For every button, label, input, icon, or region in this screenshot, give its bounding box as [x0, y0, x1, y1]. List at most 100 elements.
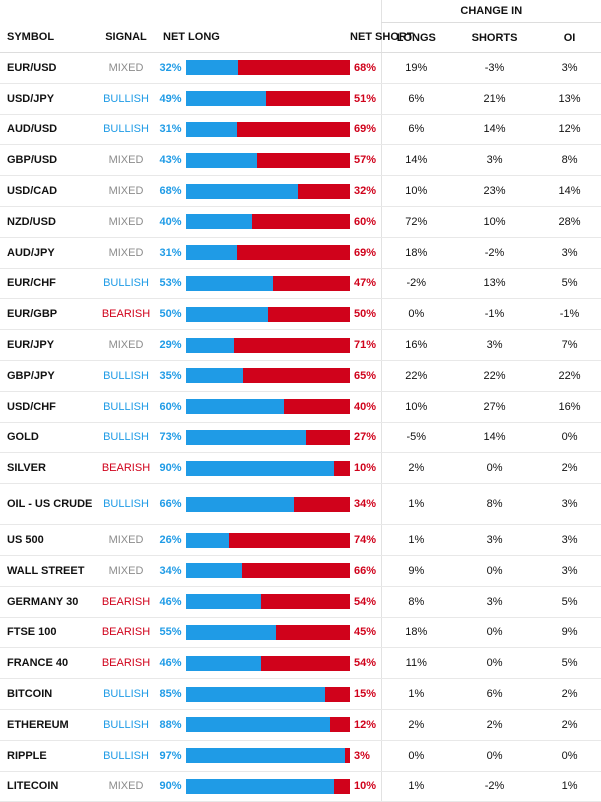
symbol-cell[interactable]: LITECOIN: [0, 771, 97, 802]
symbol-cell[interactable]: EUR/GBP: [0, 298, 97, 331]
symbol-cell[interactable]: AUD/USD: [0, 114, 97, 146]
sentiment-bar-cell: [186, 678, 350, 710]
net-long-fill: [186, 245, 237, 261]
table-row[interactable]: RIPPLE BULLISH 97% 3% 0% 0% 0%: [0, 740, 601, 772]
sentiment-bar-cell: [186, 647, 350, 680]
symbol-cell[interactable]: USD/CHF: [0, 391, 97, 423]
symbol-cell[interactable]: NZD/USD: [0, 206, 97, 238]
symbol-cell[interactable]: US 500: [0, 524, 97, 556]
change-shorts-cell: 8%: [451, 483, 539, 526]
sentiment-bar-cell: [186, 771, 350, 802]
net-short-fill: [297, 183, 350, 199]
signal-cell: BULLISH: [97, 114, 155, 146]
symbol-cell[interactable]: FRANCE 40: [0, 647, 97, 680]
sentiment-bar: [186, 306, 350, 322]
table-row[interactable]: EUR/CHF BULLISH 53% 47% -2% 13% 5%: [0, 268, 601, 300]
net-long-value: 55%: [155, 617, 186, 649]
change-longs-cell: -2%: [380, 268, 452, 300]
table-row[interactable]: EUR/GBP BEARISH 50% 50% 0% -1% -1%: [0, 298, 601, 331]
change-shorts-cell: 0%: [451, 740, 539, 772]
table-row[interactable]: USD/JPY BULLISH 49% 51% 6% 21% 13%: [0, 83, 601, 115]
net-long-value: 34%: [155, 555, 186, 587]
net-long-fill: [186, 183, 298, 199]
symbol-cell[interactable]: EUR/CHF: [0, 268, 97, 300]
table-row[interactable]: AUD/JPY MIXED 31% 69% 18% -2% 3%: [0, 237, 601, 269]
net-short-fill: [236, 121, 350, 137]
symbol-cell[interactable]: OIL - US CRUDE: [0, 483, 97, 526]
table-row[interactable]: US 500 MIXED 26% 74% 1% 3% 3%: [0, 524, 601, 556]
table-row[interactable]: NZD/USD MIXED 40% 60% 72% 10% 28%: [0, 206, 601, 238]
sentiment-bar: [186, 214, 350, 230]
symbol-cell[interactable]: GBP/JPY: [0, 360, 97, 392]
symbol-cell[interactable]: WALL STREET: [0, 555, 97, 587]
shorts-header[interactable]: SHORTS: [451, 22, 539, 53]
symbol-cell[interactable]: USD/CAD: [0, 175, 97, 207]
symbol-cell[interactable]: GBP/USD: [0, 144, 97, 177]
net-long-header[interactable]: NET LONG: [155, 22, 350, 53]
symbol-cell[interactable]: GOLD: [0, 422, 97, 454]
symbol-cell[interactable]: EUR/JPY: [0, 329, 97, 361]
table-row[interactable]: LITECOIN MIXED 90% 10% 1% -2% 1%: [0, 771, 601, 802]
table-row[interactable]: WALL STREET MIXED 34% 66% 9% 0% 3%: [0, 555, 601, 587]
net-long-fill: [186, 655, 262, 671]
table-row[interactable]: GBP/JPY BULLISH 35% 65% 22% 22% 22%: [0, 360, 601, 392]
symbol-cell[interactable]: SILVER: [0, 452, 97, 485]
table-row[interactable]: OIL - US CRUDE BULLISH 66% 34% 1% 8% 3%: [0, 483, 601, 526]
symbol-cell[interactable]: EUR/USD: [0, 52, 97, 84]
symbol-cell[interactable]: FTSE 100: [0, 617, 97, 649]
change-shorts-cell: 0%: [451, 555, 539, 587]
net-short-fill: [333, 778, 350, 794]
change-oi-cell: 22%: [538, 360, 601, 392]
net-short-fill: [325, 686, 350, 702]
net-long-fill: [186, 532, 229, 548]
longs-header[interactable]: LONGS: [380, 22, 452, 53]
signal-cell: BEARISH: [97, 298, 155, 331]
change-oi-cell: 3%: [538, 237, 601, 269]
table-row[interactable]: SILVER BEARISH 90% 10% 2% 0% 2%: [0, 452, 601, 485]
net-long-fill: [186, 214, 252, 230]
table-row[interactable]: AUD/USD BULLISH 31% 69% 6% 14% 12%: [0, 114, 601, 146]
change-oi-cell: 9%: [538, 617, 601, 649]
net-long-value: 90%: [155, 771, 186, 802]
signal-header[interactable]: SIGNAL: [97, 22, 155, 53]
table-row[interactable]: FRANCE 40 BEARISH 46% 54% 11% 0% 5%: [0, 647, 601, 680]
symbol-cell[interactable]: USD/JPY: [0, 83, 97, 115]
table-row[interactable]: GOLD BULLISH 73% 27% -5% 14% 0%: [0, 422, 601, 454]
symbol-cell[interactable]: ETHEREUM: [0, 709, 97, 741]
change-shorts-cell: 23%: [451, 175, 539, 207]
signal-cell: BULLISH: [97, 360, 155, 392]
symbol-cell[interactable]: BITCOIN: [0, 678, 97, 710]
table-row[interactable]: GERMANY 30 BEARISH 46% 54% 8% 3% 5%: [0, 586, 601, 618]
symbol-cell[interactable]: GERMANY 30: [0, 586, 97, 618]
sentiment-bar: [186, 778, 350, 794]
sentiment-bar-cell: [186, 268, 350, 300]
net-short-header[interactable]: NET SHORT: [350, 22, 414, 53]
change-oi-cell: 12%: [538, 114, 601, 146]
oi-header[interactable]: OI: [538, 22, 601, 53]
table-row[interactable]: BITCOIN BULLISH 85% 15% 1% 6% 2%: [0, 678, 601, 710]
net-short-value: 10%: [350, 452, 382, 485]
change-oi-cell: 2%: [538, 678, 601, 710]
change-longs-cell: 0%: [380, 298, 452, 331]
net-short-fill: [243, 368, 350, 384]
symbol-cell[interactable]: AUD/JPY: [0, 237, 97, 269]
symbol-cell[interactable]: RIPPLE: [0, 740, 97, 772]
net-short-fill: [345, 748, 350, 764]
net-long-fill: [186, 563, 242, 579]
table-row[interactable]: GBP/USD MIXED 43% 57% 14% 3% 8%: [0, 144, 601, 177]
signal-cell: BEARISH: [97, 647, 155, 680]
signal-cell: MIXED: [97, 206, 155, 238]
symbol-header[interactable]: SYMBOL: [0, 22, 97, 53]
table-row[interactable]: USD/CHF BULLISH 60% 40% 10% 27% 16%: [0, 391, 601, 423]
signal-cell: BEARISH: [97, 617, 155, 649]
table-row[interactable]: FTSE 100 BEARISH 55% 45% 18% 0% 9%: [0, 617, 601, 649]
change-oi-cell: 7%: [538, 329, 601, 361]
signal-cell: MIXED: [97, 237, 155, 269]
table-row[interactable]: ETHEREUM BULLISH 88% 12% 2% 2% 2%: [0, 709, 601, 741]
net-long-value: 31%: [155, 114, 186, 146]
table-row[interactable]: USD/CAD MIXED 68% 32% 10% 23% 14%: [0, 175, 601, 207]
net-long-fill: [186, 778, 334, 794]
table-row[interactable]: EUR/USD MIXED 32% 68% 19% -3% 3%: [0, 52, 601, 84]
table-row[interactable]: EUR/JPY MIXED 29% 71% 16% 3% 7%: [0, 329, 601, 361]
